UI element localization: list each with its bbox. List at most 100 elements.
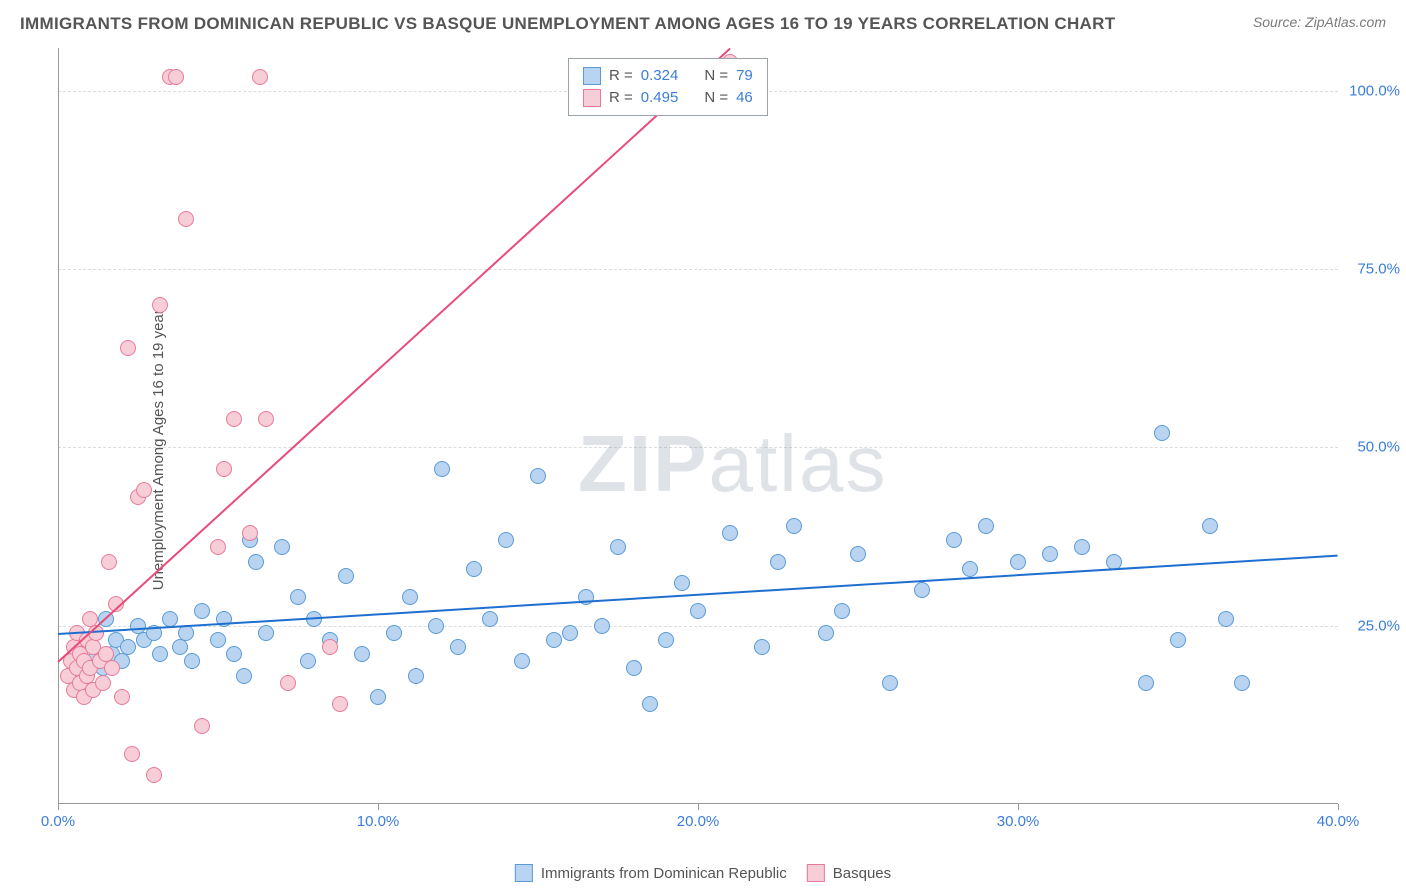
data-point [850, 546, 866, 562]
data-point [914, 582, 930, 598]
data-point [408, 668, 424, 684]
data-point [1010, 554, 1026, 570]
data-point [962, 561, 978, 577]
data-point [1138, 675, 1154, 691]
data-point [546, 632, 562, 648]
data-point [1170, 632, 1186, 648]
series-legend: Immigrants from Dominican Republic Basqu… [515, 864, 891, 882]
data-point [168, 69, 184, 85]
data-point [690, 603, 706, 619]
data-point [290, 589, 306, 605]
data-point [300, 653, 316, 669]
data-point [1202, 518, 1218, 534]
data-point [152, 646, 168, 662]
data-point [434, 461, 450, 477]
data-point [882, 675, 898, 691]
data-point [978, 518, 994, 534]
data-point [184, 653, 200, 669]
data-point [674, 575, 690, 591]
data-point [1154, 425, 1170, 441]
data-point [626, 660, 642, 676]
data-point [354, 646, 370, 662]
plot-area: ZIPatlas R =0.324N =79R =0.495N =46 0.0%… [58, 48, 1338, 838]
data-point [594, 618, 610, 634]
data-point [101, 554, 117, 570]
legend-row: R = 0.324 N = 79 [583, 65, 753, 87]
legend-swatch-icon [583, 89, 601, 107]
y-tick-label: 50.0% [1357, 439, 1400, 456]
y-tick-label: 25.0% [1357, 617, 1400, 634]
data-point [120, 340, 136, 356]
x-tick-label: 30.0% [997, 813, 1040, 830]
data-point [338, 568, 354, 584]
data-point [178, 211, 194, 227]
data-point [210, 632, 226, 648]
data-point [248, 554, 264, 570]
legend-row: R =0.495N =46 [583, 87, 753, 109]
x-tick-mark [378, 804, 379, 810]
data-point [104, 660, 120, 676]
data-point [1218, 611, 1234, 627]
data-point [120, 639, 136, 655]
legend-r-value: 0.495 [641, 87, 679, 109]
data-point [172, 639, 188, 655]
data-point [152, 297, 168, 313]
data-point [386, 625, 402, 641]
data-point [258, 411, 274, 427]
data-point [236, 668, 252, 684]
x-tick-mark [58, 804, 59, 810]
legend-swatch-icon [583, 67, 601, 85]
y-tick-label: 75.0% [1357, 261, 1400, 278]
data-point [498, 532, 514, 548]
gridline [58, 269, 1338, 270]
legend-r-value: 0.324 [641, 65, 679, 87]
x-tick-label: 0.0% [41, 813, 75, 830]
y-tick-label: 100.0% [1349, 82, 1400, 99]
data-point [658, 632, 674, 648]
data-point [530, 468, 546, 484]
legend-swatch-icon [807, 864, 825, 882]
x-tick-mark [1018, 804, 1019, 810]
legend-n-label: N = [704, 87, 728, 109]
data-point [146, 767, 162, 783]
legend-item-dominican: Immigrants from Dominican Republic [515, 864, 787, 882]
data-point [770, 554, 786, 570]
data-point [834, 603, 850, 619]
data-point [562, 625, 578, 641]
gridline [58, 626, 1338, 627]
data-point [370, 689, 386, 705]
data-point [1042, 546, 1058, 562]
data-point [428, 618, 444, 634]
data-point [1234, 675, 1250, 691]
data-point [818, 625, 834, 641]
correlation-legend: R =0.324N =79R =0.495N =46 [568, 58, 768, 116]
legend-r-label: R = [609, 65, 633, 87]
x-tick-mark [1338, 804, 1339, 810]
data-point [1074, 539, 1090, 555]
chart-title: IMMIGRANTS FROM DOMINICAN REPUBLIC VS BA… [20, 14, 1115, 34]
legend-n-value: 79 [736, 65, 753, 87]
data-point [252, 69, 268, 85]
data-point [610, 539, 626, 555]
data-point [946, 532, 962, 548]
data-point [332, 696, 348, 712]
legend-label: Immigrants from Dominican Republic [541, 865, 787, 882]
legend-n-label: N = [704, 65, 728, 87]
x-tick-label: 40.0% [1317, 813, 1360, 830]
data-point [274, 539, 290, 555]
data-point [124, 746, 140, 762]
legend-swatch-icon [515, 864, 533, 882]
legend-r-label: R = [609, 87, 633, 109]
data-point [216, 461, 232, 477]
data-point [136, 482, 152, 498]
data-point [162, 611, 178, 627]
data-point [226, 411, 242, 427]
data-point [258, 625, 274, 641]
data-point [242, 525, 258, 541]
data-point [466, 561, 482, 577]
data-point [402, 589, 418, 605]
y-axis-line [58, 48, 59, 804]
data-point [754, 639, 770, 655]
legend-item-basques: Basques [807, 864, 891, 882]
data-point [722, 525, 738, 541]
